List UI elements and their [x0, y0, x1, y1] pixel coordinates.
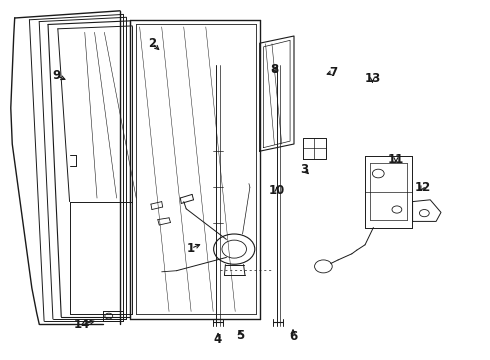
- Text: 12: 12: [414, 181, 431, 194]
- Text: 2: 2: [148, 37, 156, 50]
- Text: 1: 1: [187, 242, 195, 255]
- Text: 8: 8: [270, 63, 278, 76]
- Text: 5: 5: [236, 329, 244, 342]
- Text: 4: 4: [214, 333, 222, 346]
- Text: 9: 9: [52, 69, 60, 82]
- Text: 11: 11: [388, 153, 404, 166]
- Text: 3: 3: [300, 163, 308, 176]
- Text: 13: 13: [364, 72, 381, 85]
- Text: 14: 14: [74, 318, 91, 330]
- Text: 6: 6: [289, 330, 297, 343]
- Text: 7: 7: [329, 66, 337, 78]
- Text: 10: 10: [269, 184, 285, 197]
